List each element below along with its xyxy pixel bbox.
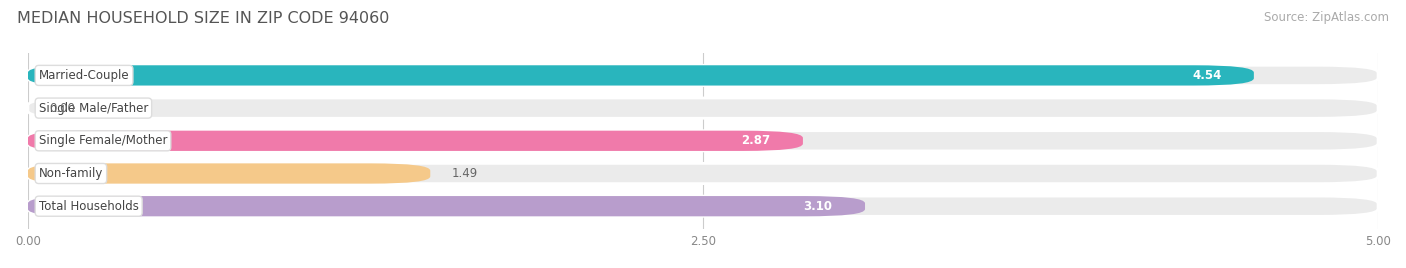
FancyBboxPatch shape bbox=[28, 65, 1378, 85]
Text: Single Female/Mother: Single Female/Mother bbox=[39, 134, 167, 147]
Text: Source: ZipAtlas.com: Source: ZipAtlas.com bbox=[1264, 11, 1389, 24]
FancyBboxPatch shape bbox=[28, 98, 1378, 118]
FancyBboxPatch shape bbox=[28, 131, 803, 151]
Text: Married-Couple: Married-Couple bbox=[39, 69, 129, 82]
Text: 2.87: 2.87 bbox=[741, 134, 770, 147]
Text: MEDIAN HOUSEHOLD SIZE IN ZIP CODE 94060: MEDIAN HOUSEHOLD SIZE IN ZIP CODE 94060 bbox=[17, 11, 389, 26]
Text: 1.49: 1.49 bbox=[451, 167, 478, 180]
FancyBboxPatch shape bbox=[28, 196, 865, 216]
Text: 0.00: 0.00 bbox=[49, 102, 76, 115]
Text: Non-family: Non-family bbox=[39, 167, 103, 180]
Text: 3.10: 3.10 bbox=[804, 200, 832, 213]
FancyBboxPatch shape bbox=[28, 163, 430, 184]
FancyBboxPatch shape bbox=[28, 131, 1378, 151]
FancyBboxPatch shape bbox=[28, 163, 1378, 184]
FancyBboxPatch shape bbox=[28, 196, 1378, 216]
FancyBboxPatch shape bbox=[28, 65, 1254, 85]
Text: 4.54: 4.54 bbox=[1192, 69, 1222, 82]
Text: Single Male/Father: Single Male/Father bbox=[39, 102, 148, 115]
Text: Total Households: Total Households bbox=[39, 200, 139, 213]
